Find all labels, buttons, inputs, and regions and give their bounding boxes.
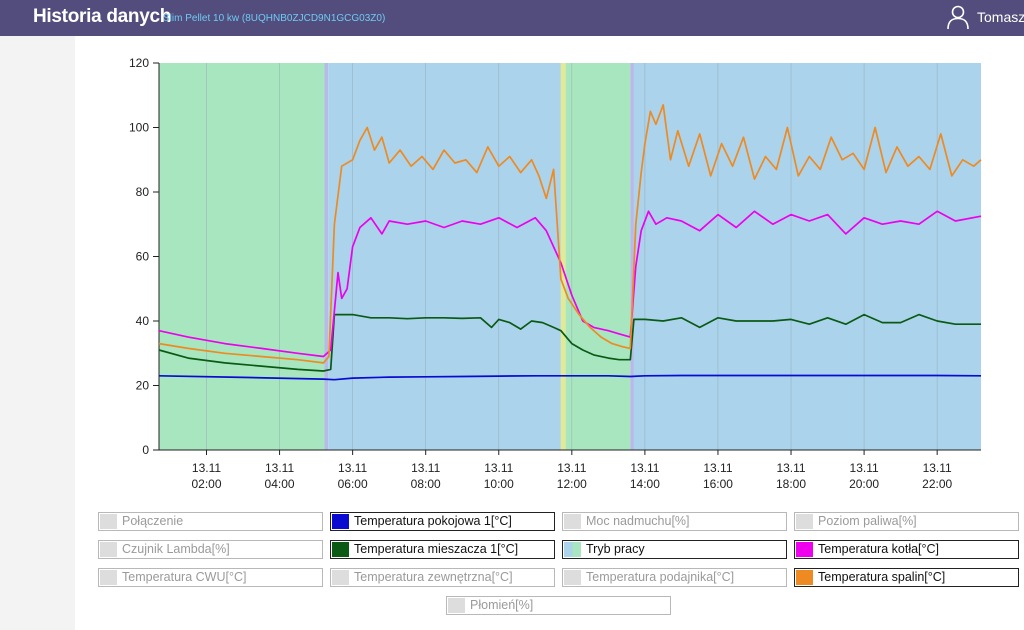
sidebar xyxy=(0,36,75,630)
x-tick-time: 22:00 xyxy=(922,477,952,491)
x-tick-time: 04:00 xyxy=(265,477,295,491)
legend-swatch xyxy=(332,570,349,585)
legend-item[interactable]: Moc nadmuchu[%] xyxy=(562,512,787,531)
legend-label: Temperatura CWU[°C] xyxy=(122,570,247,584)
x-tick-date: 13.11 xyxy=(776,461,805,475)
series-line-1 xyxy=(158,374,982,381)
user-icon[interactable] xyxy=(946,4,970,30)
mode-band xyxy=(324,63,329,450)
legend-item[interactable]: Temperatura zewnętrzna[°C] xyxy=(330,568,555,587)
y-tick-label: 60 xyxy=(136,250,150,264)
legend-swatch xyxy=(100,570,117,585)
mode-band xyxy=(328,63,561,450)
legend-label: Temperatura zewnętrzna[°C] xyxy=(354,570,513,584)
legend-label: Płomień[%] xyxy=(470,598,534,612)
legend-swatch xyxy=(796,514,813,529)
app-header: Historia danych Slim Pellet 10 kw (8UQHN… xyxy=(0,0,1024,36)
x-tick-time: 02:00 xyxy=(191,477,221,491)
x-tick-time: 08:00 xyxy=(411,477,441,491)
y-tick-label: 80 xyxy=(136,185,150,199)
x-tick-time: 12:00 xyxy=(557,477,587,491)
legend-item[interactable]: Temperatura spalin[°C] xyxy=(794,568,1019,587)
y-tick-label: 100 xyxy=(129,121,149,135)
x-tick-date: 13.11 xyxy=(557,461,586,475)
legend-item[interactable]: Połączenie xyxy=(98,512,323,531)
x-tick-time: 20:00 xyxy=(849,477,879,491)
device-name[interactable]: Slim Pellet 10 kw (8UQHNB0ZJCD9N1GCG03Z0… xyxy=(163,13,386,24)
legend-item[interactable]: Temperatura kotła[°C] xyxy=(794,540,1019,559)
legend-label: Temperatura podajnika[°C] xyxy=(586,570,735,584)
x-tick-date: 13.11 xyxy=(192,461,221,475)
legend-swatch xyxy=(564,542,581,557)
mode-band xyxy=(560,63,566,450)
x-tick-time: 14:00 xyxy=(630,477,660,491)
x-tick-date: 13.11 xyxy=(923,461,952,475)
x-tick-date: 13.11 xyxy=(338,461,367,475)
legend-item[interactable]: Tryb pracy xyxy=(562,540,787,559)
user-name[interactable]: Tomasz xyxy=(977,9,1024,25)
legend-swatch xyxy=(564,570,581,585)
x-tick-time: 16:00 xyxy=(703,477,733,491)
legend-label: Temperatura kotła[°C] xyxy=(818,542,940,556)
page-title: Historia danych xyxy=(33,6,172,27)
legend-label: Moc nadmuchu[%] xyxy=(586,514,690,528)
x-tick-date: 13.11 xyxy=(411,461,440,475)
legend-swatch xyxy=(100,514,117,529)
x-tick-date: 13.11 xyxy=(630,461,659,475)
y-tick-label: 20 xyxy=(136,379,150,393)
mode-band xyxy=(630,63,634,450)
mode-band xyxy=(565,63,631,450)
x-tick-date: 13.11 xyxy=(484,461,513,475)
x-tick-time: 18:00 xyxy=(776,477,806,491)
legend-label: Temperatura pokojowa 1[°C] xyxy=(354,514,512,528)
y-tick-label: 40 xyxy=(136,314,150,328)
legend-item[interactable]: Temperatura CWU[°C] xyxy=(98,568,323,587)
y-tick-label: 120 xyxy=(129,56,149,70)
legend-swatch xyxy=(796,542,813,557)
legend-label: Czujnik Lambda[%] xyxy=(122,542,230,556)
x-tick-date: 13.11 xyxy=(703,461,732,475)
legend-swatch xyxy=(796,570,813,585)
x-tick-date: 13.11 xyxy=(265,461,294,475)
x-tick-date: 13.11 xyxy=(850,461,879,475)
legend-label: Tryb pracy xyxy=(586,542,645,556)
x-tick-time: 10:00 xyxy=(484,477,514,491)
legend-label: Temperatura spalin[°C] xyxy=(818,570,946,584)
legend-swatch xyxy=(100,542,117,557)
legend-item[interactable]: Czujnik Lambda[%] xyxy=(98,540,323,559)
series-line-3 xyxy=(158,210,982,358)
legend-item[interactable]: Temperatura mieszacza 1[°C] xyxy=(330,540,555,559)
y-tick-label: 0 xyxy=(142,443,149,457)
legend-swatch xyxy=(332,542,349,557)
legend-item[interactable]: Temperatura pokojowa 1[°C] xyxy=(330,512,555,531)
legend-label: Połączenie xyxy=(122,514,184,528)
legend-swatch xyxy=(332,514,349,529)
series-line-2 xyxy=(158,313,981,372)
series-line-4 xyxy=(158,104,982,364)
legend-item[interactable]: Poziom paliwa[%] xyxy=(794,512,1019,531)
legend-item[interactable]: Płomień[%] xyxy=(446,596,671,615)
legend-item[interactable]: Temperatura podajnika[°C] xyxy=(562,568,787,587)
legend-label: Poziom paliwa[%] xyxy=(818,514,917,528)
x-tick-time: 06:00 xyxy=(338,477,368,491)
legend-label: Temperatura mieszacza 1[°C] xyxy=(354,542,519,556)
mode-band xyxy=(633,63,981,450)
legend-swatch xyxy=(448,598,465,613)
legend-swatch xyxy=(564,514,581,529)
mode-band xyxy=(159,63,325,450)
